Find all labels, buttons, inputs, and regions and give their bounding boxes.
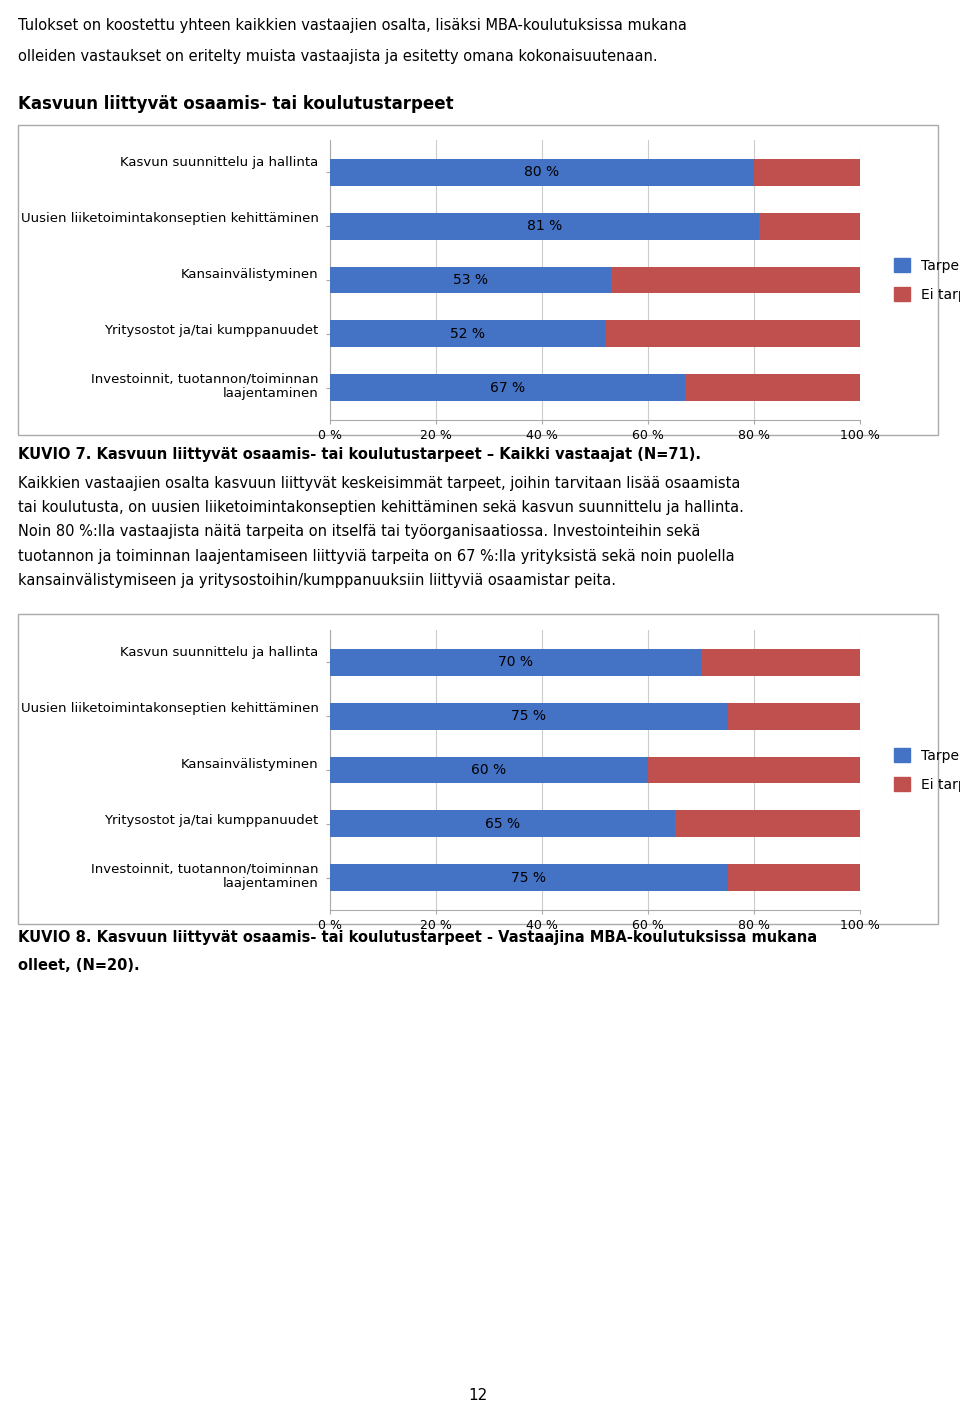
Text: 70 %: 70 % xyxy=(498,655,533,669)
FancyBboxPatch shape xyxy=(18,125,938,434)
Legend: Tarpeita, Ei tarpeita: Tarpeita, Ei tarpeita xyxy=(888,252,960,308)
Bar xyxy=(330,212,759,239)
Bar xyxy=(330,864,728,891)
Text: kansainvälistymiseen ja yritysostoihin/kumppanuuksiin liittyviä osaamistar peita: kansainvälistymiseen ja yritysostoihin/k… xyxy=(18,572,616,588)
Bar xyxy=(754,159,860,185)
Text: 81 %: 81 % xyxy=(527,219,563,234)
Bar xyxy=(728,864,860,891)
Text: olleet, (N=20).: olleet, (N=20). xyxy=(18,957,139,973)
Bar xyxy=(330,375,685,402)
Text: Investoinnit, tuotannon/toiminnan
laajentaminen: Investoinnit, tuotannon/toiminnan laajen… xyxy=(91,863,319,890)
Bar xyxy=(330,320,606,347)
FancyBboxPatch shape xyxy=(18,614,938,924)
Bar xyxy=(330,756,648,783)
Text: Tulokset on koostettu yhteen kaikkien vastaajien osalta, lisäksi MBA-koulutuksis: Tulokset on koostettu yhteen kaikkien va… xyxy=(18,19,686,33)
Bar xyxy=(701,649,860,676)
Text: 65 %: 65 % xyxy=(485,817,519,830)
Text: Uusien liiketoimintakonseptien kehittäminen: Uusien liiketoimintakonseptien kehittämi… xyxy=(21,212,319,225)
Bar xyxy=(330,810,675,837)
Bar xyxy=(675,810,860,837)
Text: Kasvun suunnittelu ja hallinta: Kasvun suunnittelu ja hallinta xyxy=(120,646,319,659)
Bar xyxy=(728,702,860,729)
Text: 52 %: 52 % xyxy=(450,328,486,340)
Text: 53 %: 53 % xyxy=(453,273,488,288)
Text: 75 %: 75 % xyxy=(512,709,546,723)
Bar xyxy=(606,320,860,347)
Text: Kasvuun liittyvät osaamis- tai koulutustarpeet: Kasvuun liittyvät osaamis- tai koulutust… xyxy=(18,95,454,112)
Legend: Tarpeita, Ei tarpeita: Tarpeita, Ei tarpeita xyxy=(888,743,960,797)
Text: Uusien liiketoimintakonseptien kehittäminen: Uusien liiketoimintakonseptien kehittämi… xyxy=(21,702,319,715)
Text: Kasvun suunnittelu ja hallinta: Kasvun suunnittelu ja hallinta xyxy=(120,155,319,169)
Text: Yritysostot ja/tai kumppanuudet: Yritysostot ja/tai kumppanuudet xyxy=(105,323,319,337)
Text: tuotannon ja toiminnan laajentamiseen liittyviä tarpeita on 67 %:lla yrityksistä: tuotannon ja toiminnan laajentamiseen li… xyxy=(18,548,734,564)
Text: KUVIO 8. Kasvuun liittyvät osaamis- tai koulutustarpeet - Vastaajina MBA-koulutu: KUVIO 8. Kasvuun liittyvät osaamis- tai … xyxy=(18,930,817,946)
Bar xyxy=(330,649,701,676)
Text: 75 %: 75 % xyxy=(512,870,546,884)
Text: KUVIO 7. Kasvuun liittyvät osaamis- tai koulutustarpeet – Kaikki vastaajat (N=71: KUVIO 7. Kasvuun liittyvät osaamis- tai … xyxy=(18,447,701,463)
Text: olleiden vastaukset on eritelty muista vastaajista ja esitetty omana kokonaisuut: olleiden vastaukset on eritelty muista v… xyxy=(18,50,658,64)
Bar xyxy=(759,212,860,239)
Bar xyxy=(330,159,754,185)
Text: 60 %: 60 % xyxy=(471,763,507,778)
Text: Kaikkien vastaajien osalta kasvuun liittyvät keskeisimmät tarpeet, joihin tarvit: Kaikkien vastaajien osalta kasvuun liitt… xyxy=(18,476,740,491)
Bar xyxy=(611,266,860,293)
Text: Kansainvälistyminen: Kansainvälistyminen xyxy=(181,268,319,281)
Text: Yritysostot ja/tai kumppanuudet: Yritysostot ja/tai kumppanuudet xyxy=(105,815,319,827)
Bar xyxy=(330,266,611,293)
Bar xyxy=(330,702,728,729)
Text: 12: 12 xyxy=(468,1387,488,1403)
Text: tai koulutusta, on uusien liiketoimintakonseptien kehittäminen sekä kasvun suunn: tai koulutusta, on uusien liiketoimintak… xyxy=(18,500,744,515)
Text: Investoinnit, tuotannon/toiminnan
laajentaminen: Investoinnit, tuotannon/toiminnan laajen… xyxy=(91,373,319,400)
Text: 67 %: 67 % xyxy=(490,380,525,394)
Bar xyxy=(648,756,860,783)
Text: 80 %: 80 % xyxy=(524,165,560,179)
Bar xyxy=(685,375,860,402)
Text: Kansainvälistyminen: Kansainvälistyminen xyxy=(181,758,319,770)
Text: Noin 80 %:lla vastaajista näitä tarpeita on itselfä tai työorganisaatiossa. Inve: Noin 80 %:lla vastaajista näitä tarpeita… xyxy=(18,524,701,540)
